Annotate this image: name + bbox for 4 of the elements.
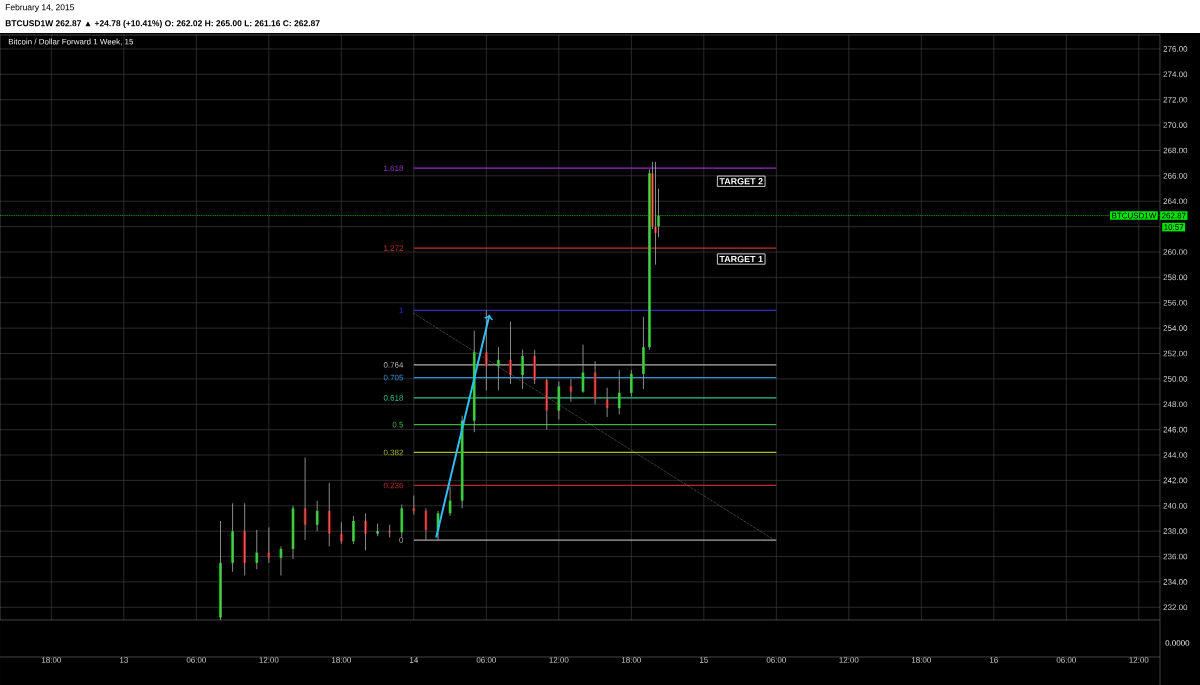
text: February 14, 2015 [5, 4, 75, 12]
annotation: TARGET 2 [719, 178, 763, 185]
chart-subtitle: BTCUSD1W 262.87 ▲ +24.78 (+10.41%) O: 262.02 H: 265.00 L: 261.16 C: 262.87 [5, 20, 320, 28]
annotation: TARGET 1 [719, 255, 763, 263]
